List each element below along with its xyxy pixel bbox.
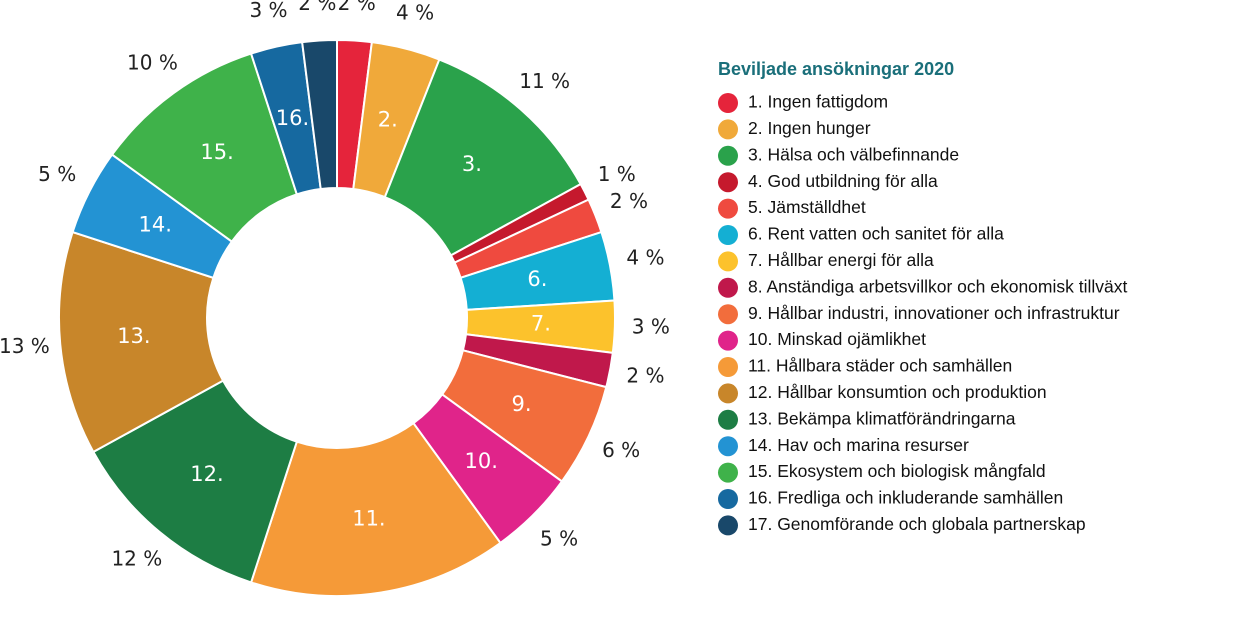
value-label: 5 % [38, 162, 76, 186]
slice-label: 14. [139, 212, 172, 236]
slice-label: 11. [352, 506, 385, 530]
slice-label: 12. [190, 462, 223, 486]
legend-label: 2. Ingen hunger [748, 118, 871, 138]
value-label: 1 % [598, 162, 636, 186]
value-label: 3 % [249, 0, 287, 22]
legend-swatch [718, 330, 738, 351]
value-label: 10 % [127, 50, 178, 74]
slice-label: 10. [465, 449, 498, 473]
slice-label: 7. [531, 311, 551, 335]
legend-swatch [718, 304, 738, 325]
legend-swatch [718, 383, 738, 404]
legend-swatch [718, 93, 738, 113]
legend-label: 7. Hållbar energi för alla [748, 250, 934, 270]
legend-label: 3. Hälsa och välbefinnande [748, 144, 959, 164]
value-label: 6 % [602, 438, 640, 462]
slice-label: 16. [276, 106, 309, 130]
legend-swatch [718, 145, 738, 166]
value-label: 2 % [298, 0, 336, 15]
slice-label: 6. [527, 267, 547, 291]
legend-swatch [718, 225, 738, 245]
legend-swatch [718, 515, 738, 536]
slice-label: 13. [117, 324, 150, 348]
slice [92, 379, 299, 584]
legend-label: 11. Hållbara städer och samhällen [748, 356, 1012, 376]
legend-label: 17. Genomförande och globala partnerskap [748, 514, 1086, 534]
value-label: 3 % [632, 314, 670, 338]
slice [301, 38, 338, 191]
value-label: 12 % [111, 546, 162, 570]
legend-swatch [718, 489, 738, 509]
legend-label: 14. Hav och marina resurser [748, 435, 969, 455]
value-label: 2 % [610, 189, 648, 213]
value-label: 4 % [626, 246, 664, 270]
value-label: 4 % [396, 0, 434, 24]
legend-label: 1. Ingen fattigdom [748, 92, 888, 112]
value-label: 15 % [361, 615, 412, 617]
value-label: 2 % [626, 363, 664, 387]
legend-swatch [718, 409, 738, 430]
legend-swatch [718, 172, 738, 193]
legend-label: 5. Jämställdhet [748, 197, 866, 217]
slice-label: 2. [378, 107, 398, 131]
legend-swatch [718, 436, 738, 457]
slice-label: 3. [462, 152, 482, 176]
legend-title: Beviljade ansökningar 2020 [718, 59, 954, 79]
value-label: 11 % [519, 69, 570, 93]
value-label: 5 % [540, 527, 578, 551]
legend-label: 6. Rent vatten och sanitet för alla [748, 224, 1004, 244]
legend-label: 10. Minskad ojämlikhet [748, 329, 926, 349]
legend-label: 12. Hållbar konsumtion och produktion [748, 382, 1047, 402]
value-label: 2 % [338, 0, 376, 15]
slice-label: 9. [512, 392, 532, 416]
legend-swatch [718, 198, 738, 219]
legend-label: 16. Fredliga och inkluderande samhällen [748, 488, 1063, 508]
value-label: 13 % [0, 334, 50, 358]
slice-label: 15. [200, 140, 233, 164]
legend-swatch [718, 251, 738, 272]
slice [58, 230, 225, 454]
legend-swatch [718, 119, 738, 140]
legend-label: 15. Ekosystem och biologisk mångfald [748, 461, 1046, 481]
legend-swatch [718, 277, 738, 298]
legend-label: 9. Hållbar industri, innovationer och in… [748, 303, 1120, 323]
legend-label: 4. God utbildning för alla [748, 171, 938, 191]
legend-label: 13. Bekämpa klimatförändringarna [748, 408, 1016, 428]
legend-swatch [718, 357, 738, 377]
legend-label: 8. Anständiga arbetsvillkor och ekonomis… [748, 276, 1127, 296]
slice [249, 421, 502, 597]
legend-swatch [718, 462, 738, 483]
